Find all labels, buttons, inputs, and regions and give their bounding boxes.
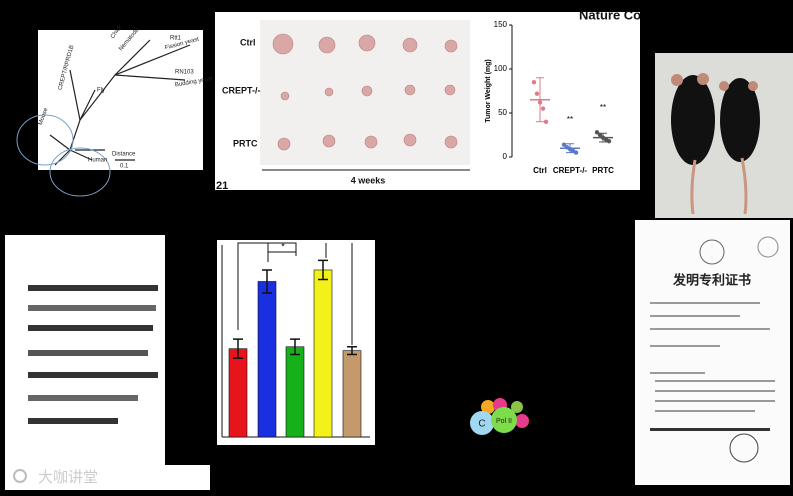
row-label: CREPT-/- — [222, 85, 261, 95]
logo-label: Pol II — [496, 418, 512, 425]
data-point — [531, 80, 537, 85]
watermark-logo — [13, 469, 27, 483]
x-tick-label: PRTC — [592, 166, 614, 175]
watermark-strip — [5, 465, 210, 490]
watermark: 大咖讲堂 — [38, 469, 98, 486]
error-bar — [536, 77, 544, 123]
data-point — [606, 138, 612, 144]
tree-label: RN103 — [175, 70, 194, 76]
certificate-title: 发明专利证书 — [672, 272, 751, 287]
figure-number: 21 — [216, 180, 228, 192]
y-axis-title: Tumor Weight (mg) — [485, 59, 492, 123]
certificate-lines — [650, 302, 775, 431]
error-bar — [599, 132, 607, 143]
data-point — [561, 142, 567, 147]
certificate-seal — [729, 433, 759, 463]
y-tick-label: 100 — [494, 64, 508, 73]
distance-scale: 0.1 — [120, 164, 129, 170]
error-bar — [262, 269, 272, 294]
error-bar — [566, 143, 574, 154]
clade-circle — [49, 147, 111, 197]
bar — [342, 350, 362, 438]
significance-brackets — [237, 242, 353, 345]
distance-label: Distance — [112, 152, 136, 158]
journal-name: Nature Co — [579, 7, 641, 22]
bar-annotation: * — [281, 241, 285, 251]
data-point — [540, 106, 546, 111]
data-point — [573, 150, 579, 155]
row-label: PRTC — [233, 138, 258, 148]
y-tick-label: 50 — [498, 108, 507, 117]
row-label: Ctrl — [240, 37, 256, 47]
tree-label: Fly — [97, 88, 105, 94]
error-bar — [290, 338, 300, 356]
certificate-emblem — [699, 239, 725, 265]
data-point — [594, 130, 600, 135]
error-bar — [233, 338, 243, 360]
error-bar — [318, 259, 328, 281]
clade-circle — [16, 114, 74, 166]
bar — [285, 346, 305, 438]
duration-label: 4 weeks — [351, 175, 386, 185]
data-point — [543, 119, 549, 125]
complex-logo — [470, 398, 529, 435]
data-point — [597, 132, 603, 138]
y-tick-label: 150 — [494, 20, 508, 29]
certificate-stamp — [757, 236, 779, 258]
alignment-blocks — [28, 285, 158, 424]
certificate — [635, 220, 790, 485]
logo-label: C — [478, 419, 485, 430]
tree-label: Human — [88, 158, 107, 164]
x-tick-label: Ctrl — [533, 166, 547, 175]
bar — [313, 269, 333, 438]
significance: ** — [567, 115, 573, 124]
data-point — [534, 91, 540, 96]
mice — [671, 73, 760, 215]
bar — [228, 348, 248, 438]
bar — [257, 281, 277, 438]
tumors — [272, 33, 458, 151]
x-tick-label: CREPT-/- — [553, 166, 588, 175]
tree-label: Rtt1 — [170, 36, 182, 42]
significance: ** — [600, 103, 606, 112]
y-tick-label: 0 — [503, 152, 508, 161]
error-bar — [347, 346, 357, 356]
